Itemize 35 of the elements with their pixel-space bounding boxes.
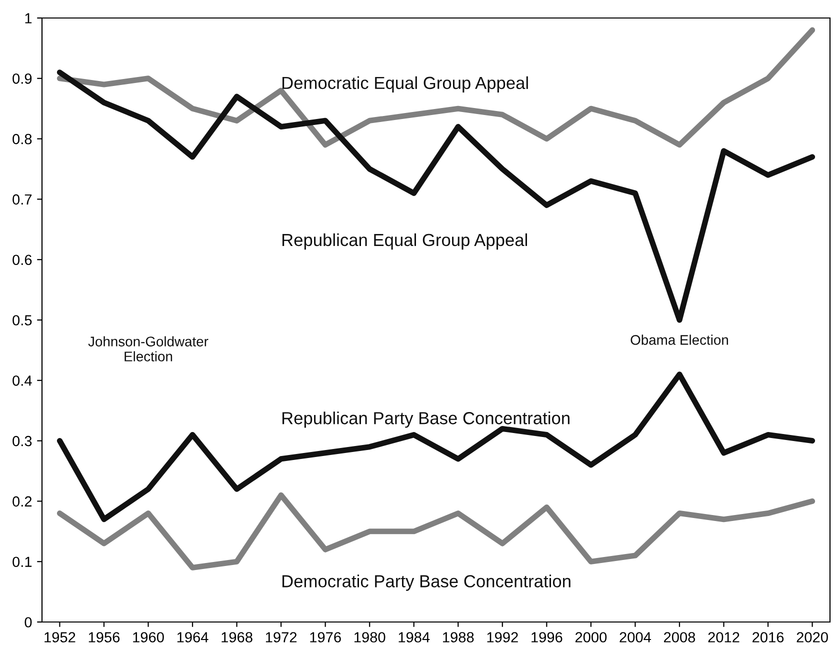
y-tick-label: 0 (24, 617, 32, 628)
x-tick-label: 1996 (532, 632, 562, 642)
x-tick-label: 1964 (177, 632, 208, 642)
x-tick-label: 1956 (88, 632, 120, 642)
y-tick-label: 0.5 (12, 315, 32, 326)
x-tick-label: 2012 (708, 632, 740, 642)
annotation: Obama Election (630, 334, 728, 345)
x-tick-label: 2000 (575, 632, 607, 642)
y-tick-label: 1 (25, 13, 32, 24)
y-tick-label: 0.3 (12, 436, 32, 446)
y-tick-label: 0.9 (12, 74, 32, 84)
y-tick-label: 0.1 (12, 556, 32, 568)
x-tick-label: 1960 (133, 632, 164, 642)
x-tick-label: 1952 (44, 632, 76, 642)
y-tick-label: 0.4 (12, 376, 32, 386)
y-tick-label: 0.8 (12, 134, 32, 144)
y-tick-label: 0.6 (12, 254, 32, 266)
x-tick-label: 1976 (310, 632, 341, 642)
x-tick-label: 2016 (752, 632, 784, 642)
x-tick-label: 1968 (222, 632, 252, 642)
series-label: Democratic Party Base Concentration (282, 574, 570, 591)
annotation: Johnson-Goldwater Election (88, 336, 208, 362)
x-tick-label: 2008 (664, 632, 696, 642)
x-tick-label: 2020 (796, 632, 828, 642)
y-tick-label: 0.2 (12, 496, 32, 507)
x-tick-label: 1972 (266, 632, 297, 642)
x-tick-label: 1984 (398, 632, 430, 642)
y-tick-label: 0.7 (12, 194, 32, 205)
series-label: Republican Party Base Concentration (282, 412, 570, 428)
x-tick-label: 1992 (487, 632, 518, 642)
x-tick-label: 1988 (443, 632, 474, 642)
x-tick-label: 1980 (354, 632, 386, 642)
x-tick-label: 2004 (620, 632, 652, 642)
series-label: Republican Equal Group Appeal (282, 233, 527, 250)
series-label: Democratic Equal Group Appeal (282, 76, 528, 93)
